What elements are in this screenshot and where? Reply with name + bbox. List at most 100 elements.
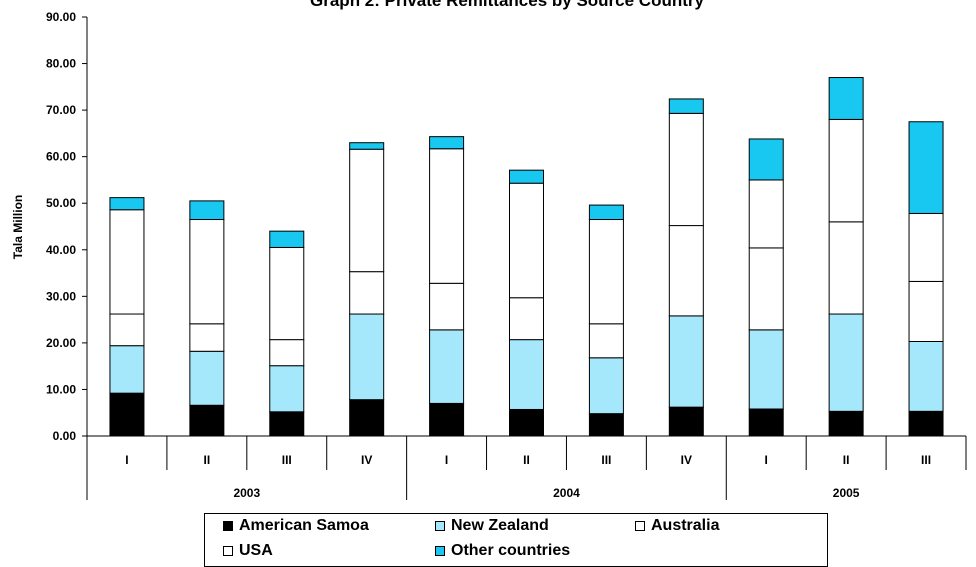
bar-segment-australia: [908, 280, 944, 342]
legend-item-other-countries: Other countries: [435, 542, 570, 560]
x-tick-label: IV: [681, 453, 692, 467]
bar-segment-other-countries: [429, 136, 465, 150]
y-tick-label: 0.00: [53, 429, 77, 443]
bar-segment-other-countries: [588, 204, 624, 221]
bar-segment-other-countries: [269, 230, 305, 248]
bar-segment-australia: [509, 297, 544, 341]
y-tick-label: 30.00: [46, 289, 76, 303]
legend-item-american-samoa: American Samoa: [223, 517, 369, 535]
bar-segment-american-samoa: [748, 408, 784, 437]
bar-segment-australia: [109, 313, 145, 347]
bar-segment-usa: [509, 182, 544, 299]
year-group-label: 2004: [553, 486, 580, 500]
bar-segment-other-countries: [189, 200, 225, 221]
bar-segment-american-samoa: [509, 408, 544, 437]
y-tick-label: 10.00: [46, 382, 76, 396]
bar-segment-australia: [349, 271, 385, 315]
bar-segment-new-zealand: [269, 365, 305, 413]
x-tick-label: II: [523, 453, 530, 467]
bar-segment-new-zealand: [908, 340, 944, 412]
legend-swatch-new-zealand: [435, 521, 445, 531]
bar-segment-new-zealand: [748, 329, 784, 410]
bar-segment-usa: [828, 118, 864, 223]
x-tick-label: II: [843, 453, 850, 467]
bar-segment-american-samoa: [429, 402, 465, 437]
bar-segment-usa: [748, 179, 784, 249]
bars-group: [109, 77, 944, 437]
bar-segment-new-zealand: [668, 315, 704, 408]
bar-segment-other-countries: [748, 138, 784, 181]
bar-segment-usa: [109, 209, 145, 315]
x-tick-label: I: [445, 453, 448, 467]
x-tick-label: I: [125, 453, 128, 467]
bar-segment-new-zealand: [349, 313, 385, 401]
x-tick-label: III: [282, 453, 292, 467]
bar-segment-australia: [668, 225, 704, 317]
x-tick-label: IV: [361, 453, 372, 467]
bar-segment-new-zealand: [109, 345, 145, 394]
bar-segment-usa: [668, 112, 704, 227]
legend-swatch-usa: [223, 546, 233, 556]
legend-label-other-countries: Other countries: [451, 542, 571, 559]
bar-segment-australia: [748, 247, 784, 331]
y-tick-label: 80.00: [46, 57, 76, 71]
bar-segment-australia: [189, 323, 225, 352]
bar-segment-american-samoa: [668, 406, 704, 437]
x-tick-label: III: [921, 453, 931, 467]
legend-swatch-other-countries: [435, 546, 445, 556]
bar-segment-usa: [269, 246, 305, 341]
y-tick-label: 50.00: [46, 196, 76, 210]
x-tick-label: I: [765, 453, 768, 467]
bar-segment-australia: [429, 282, 465, 331]
bar-segment-american-samoa: [828, 410, 864, 437]
bar-segment-usa: [908, 212, 944, 282]
bar-segment-american-samoa: [269, 411, 305, 437]
bar-segment-australia: [828, 221, 864, 315]
bar-segment-american-samoa: [189, 404, 225, 437]
bar-segment-new-zealand: [509, 339, 544, 410]
bar-segment-american-samoa: [908, 410, 944, 437]
legend-label-usa: USA: [239, 542, 273, 559]
y-tick-label: 70.00: [46, 103, 76, 117]
legend-item-australia: Australia: [635, 517, 719, 535]
bar-segment-new-zealand: [429, 329, 465, 404]
bar-segment-american-samoa: [109, 392, 145, 437]
bar-segment-usa: [349, 148, 385, 273]
y-axis-label: Tala Million: [11, 195, 25, 259]
y-tick-label: 90.00: [46, 10, 76, 24]
x-tick-label: III: [601, 453, 611, 467]
bar-segment-other-countries: [828, 77, 864, 120]
bar-segment-other-countries: [349, 142, 385, 150]
bar-segment-australia: [269, 339, 305, 367]
bar-segment-new-zealand: [189, 350, 225, 406]
legend-label-american-samoa: American Samoa: [239, 517, 369, 534]
bar-segment-american-samoa: [349, 399, 385, 437]
bar-segment-other-countries: [509, 169, 544, 184]
y-tick-label: 60.00: [46, 150, 76, 164]
chart-title: Graph 2: Private Remittances by Source C…: [310, 0, 704, 10]
y-tick-label: 20.00: [46, 336, 76, 350]
legend-label-new-zealand: New Zealand: [451, 517, 549, 534]
bar-segment-new-zealand: [588, 357, 624, 415]
legend-item-usa: USA: [223, 542, 273, 560]
y-tick-label: 40.00: [46, 243, 76, 257]
legend-item-new-zealand: New Zealand: [435, 517, 549, 535]
bar-segment-australia: [588, 323, 624, 359]
legend-swatch-australia: [635, 521, 645, 531]
legend: American Samoa New Zealand Australia USA…: [204, 513, 828, 567]
year-group-label: 2005: [833, 486, 860, 500]
legend-swatch-american-samoa: [223, 521, 233, 531]
bar-segment-other-countries: [109, 197, 145, 211]
bar-segment-usa: [189, 219, 225, 325]
x-tick-label: II: [204, 453, 211, 467]
legend-label-australia: Australia: [651, 517, 720, 534]
bar-segment-other-countries: [668, 98, 704, 114]
year-group-label: 2003: [233, 486, 260, 500]
bar-segment-other-countries: [908, 121, 944, 214]
bar-segment-usa: [429, 148, 465, 284]
bar-segment-new-zealand: [828, 313, 864, 412]
bar-segment-american-samoa: [588, 413, 624, 437]
bar-segment-usa: [588, 219, 624, 325]
